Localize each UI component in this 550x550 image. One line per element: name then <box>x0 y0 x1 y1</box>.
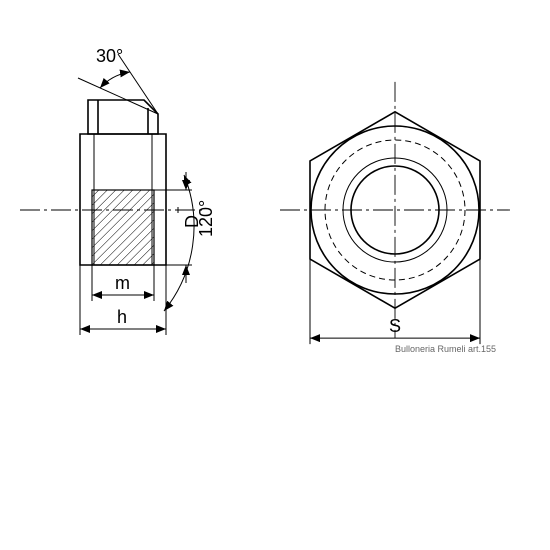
label-h: h <box>117 307 127 327</box>
footer-text: Bulloneria Rumeli art.155 <box>395 344 496 354</box>
label-30: 30° <box>96 46 123 66</box>
thread-hatch <box>92 190 154 265</box>
label-m: m <box>115 273 130 293</box>
label-120: 120° <box>196 200 216 237</box>
arc-120 <box>164 175 194 311</box>
label-S: S <box>389 316 401 336</box>
